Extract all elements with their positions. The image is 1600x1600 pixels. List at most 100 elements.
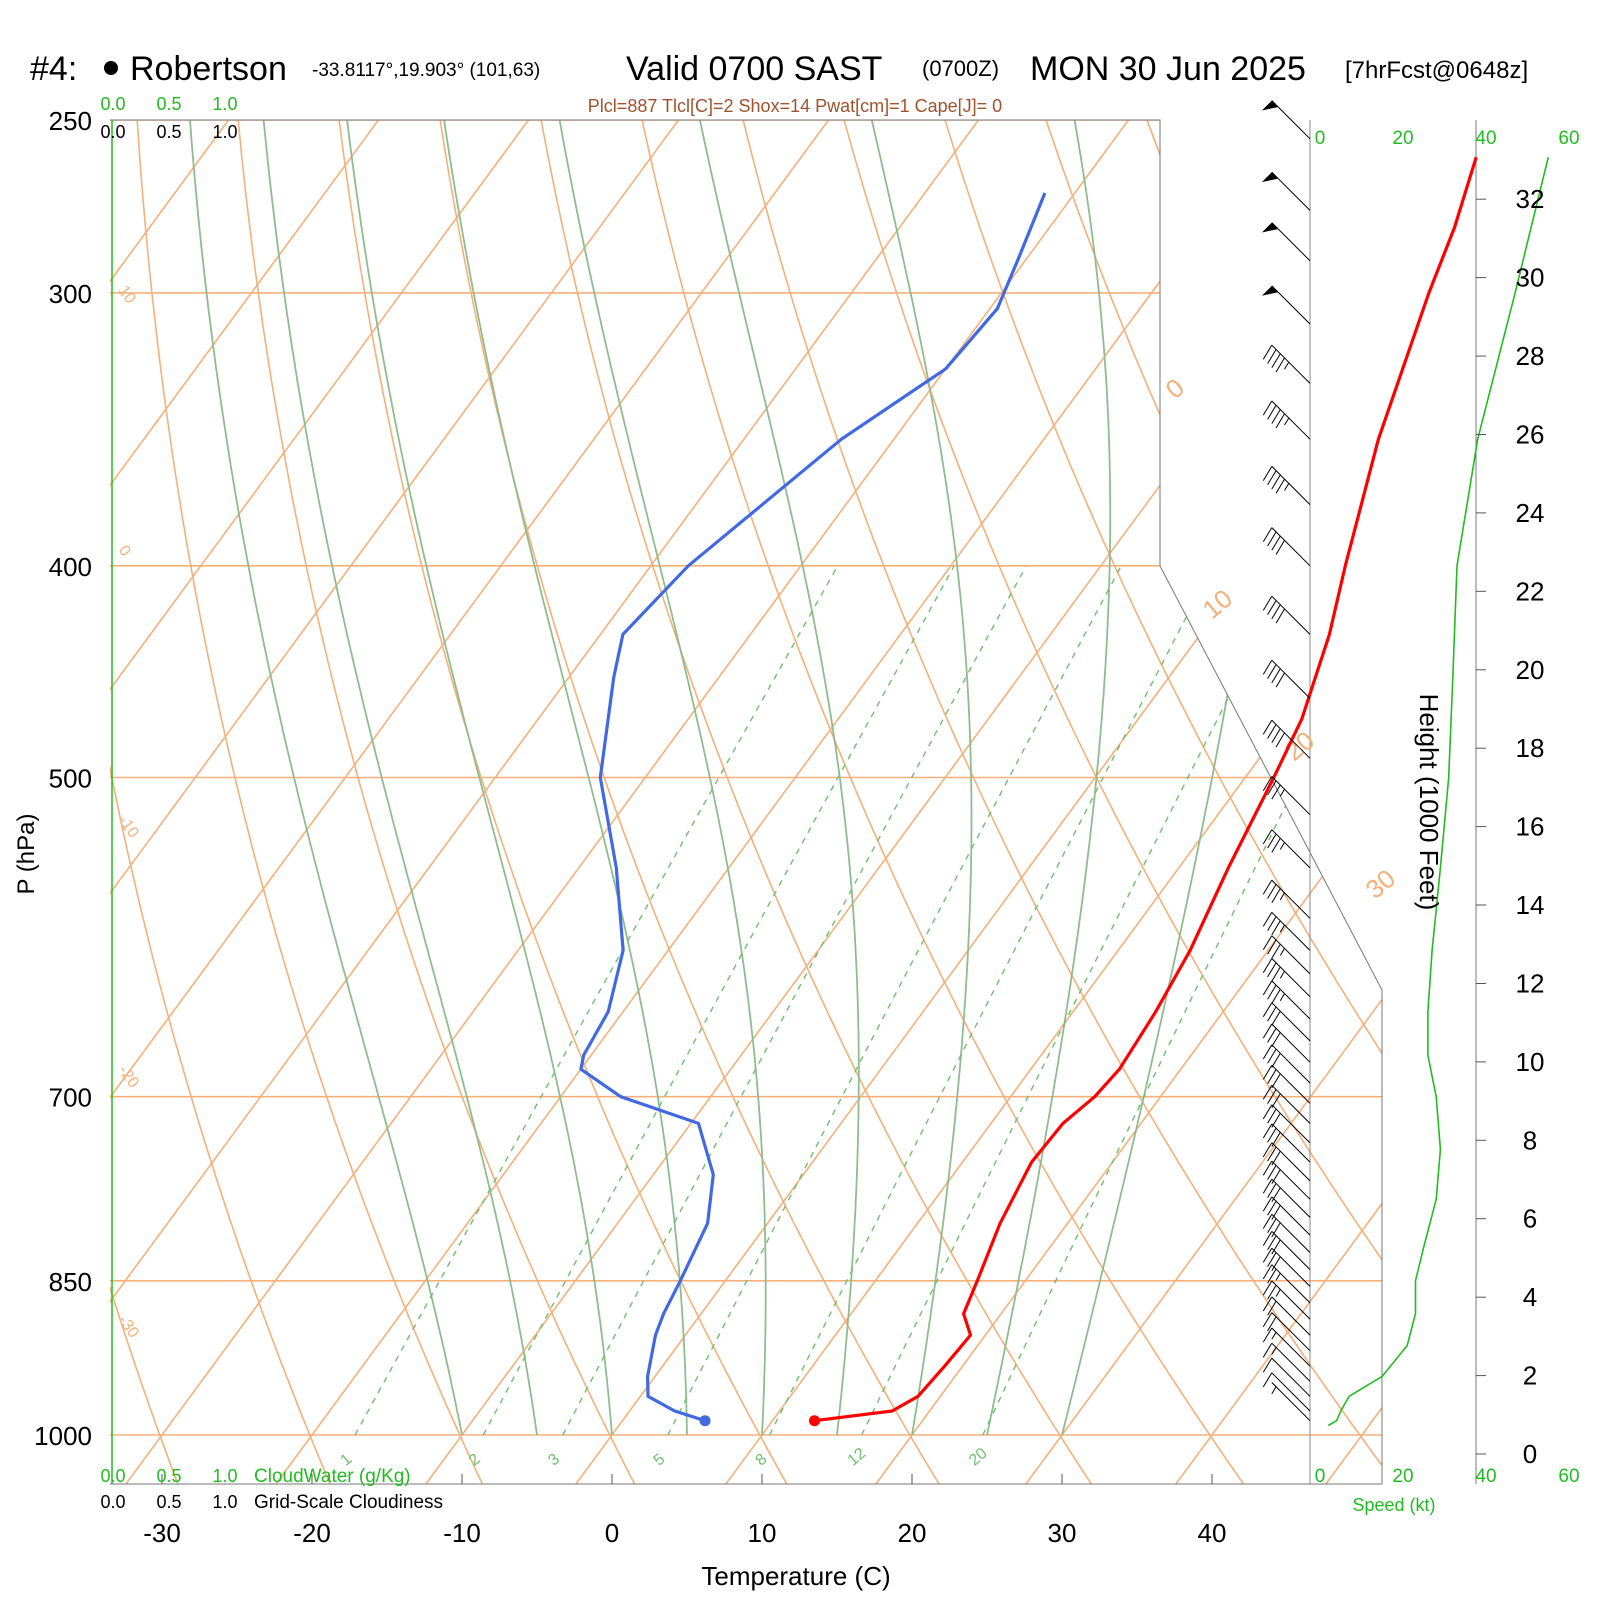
valid-date: MON 30 Jun 2025 (1030, 50, 1306, 88)
temperature-profile-line (814, 156, 1478, 1423)
dry-adiabat-line (1532, 81, 1600, 1525)
wind-barbs (1261, 100, 1311, 1422)
dry-adiabat-line (110, 120, 195, 1484)
dry-adiabat-label: 30 (1360, 863, 1401, 905)
plot-frame (110, 119, 1383, 1484)
height-tick-label: 18 (1516, 733, 1545, 763)
wind-barb (1262, 1372, 1311, 1412)
wind-barb (1262, 935, 1311, 975)
height-tick-label: 32 (1516, 184, 1545, 214)
pressure-tick-label: 700 (49, 1083, 92, 1113)
wind-barb (1262, 344, 1311, 384)
mixing-ratio-label: 3 (545, 1451, 563, 1470)
wind-barb (1262, 1196, 1311, 1236)
pressure-tick-label: 500 (49, 764, 92, 794)
wind-barb (1262, 1247, 1311, 1287)
station-dot-icon (104, 61, 118, 75)
wind-barb (1262, 829, 1311, 869)
wind-barb (1262, 1264, 1311, 1304)
mixing-ratio-line (860, 565, 1297, 1436)
dry-adiabat-line (633, 120, 1274, 1484)
wind-speed-profile (1327, 157, 1550, 1427)
wind-barb (1262, 1160, 1311, 1200)
station-name: Robertson (130, 50, 287, 88)
dewpoint-profile-line (579, 192, 1047, 1423)
isotherm-line (110, 120, 1135, 1484)
station-coords: -33.8117°,19.903° (101,63) (312, 60, 540, 81)
height-tick-label: 4 (1523, 1282, 1537, 1312)
cloudiness-tick-label-top: 1.0 (212, 122, 237, 142)
wind-barb (1262, 659, 1311, 699)
moist-adiabat-line (346, 120, 613, 1436)
temperature-tick-label: 10 (748, 1518, 777, 1548)
speed-axis-title: Speed (kt) (1352, 1495, 1435, 1515)
dry-adiabat-label: 0 (1160, 372, 1190, 404)
wind-barb (1262, 1280, 1311, 1320)
dry-adiabat-line (110, 120, 349, 1484)
moist-adiabat-line (699, 120, 860, 1436)
height-tick-label: 12 (1516, 969, 1545, 999)
wind-barb (1262, 1231, 1311, 1270)
valid-time: Valid 0700 SAST (626, 50, 882, 88)
dry-adiabat-label: 10 (115, 283, 139, 307)
isotherm-line (844, 120, 1382, 1484)
dry-adiabat-label: 20 (1279, 725, 1320, 767)
dry-adiabat-line (233, 120, 657, 1484)
mixing-ratio-label: 5 (651, 1451, 669, 1470)
temperature-tick-label: -20 (293, 1518, 331, 1548)
moist-adiabat-line (870, 120, 973, 1436)
mixing-ratio-label: 8 (753, 1451, 771, 1470)
moist-adiabat-line (262, 120, 538, 1436)
temperature-tick-label: 40 (1198, 1518, 1227, 1548)
wind-barb (1262, 466, 1311, 505)
wind-barb (1262, 1002, 1311, 1042)
dry-adiabat-line (1032, 120, 1382, 1484)
mixing-ratio-label: 20 (966, 1445, 991, 1470)
isotherm-line (110, 120, 535, 1484)
mixing-ratio-line (562, 565, 1027, 1436)
cloudwater-tick-label-top: 1.0 (212, 94, 237, 114)
isotherm-line (1144, 120, 1382, 1484)
dry-adiabat-line (0, 81, 40, 1525)
height-tick-label: 2 (1523, 1361, 1537, 1391)
height-tick-label: 30 (1516, 263, 1545, 293)
wind-barb (1262, 1342, 1311, 1382)
dry-adiabat-line (1433, 81, 1600, 1525)
dry-adiabat-line (333, 120, 812, 1484)
station-id: #4: (30, 50, 77, 88)
cloudiness-tick-label-bottom: 0.0 (100, 1492, 125, 1512)
mixing-ratio-line (667, 565, 1122, 1436)
wind-barb (1262, 1312, 1311, 1352)
wind-barb (1262, 1064, 1311, 1104)
wind-barb (1261, 100, 1311, 140)
height-tick-label: 20 (1516, 655, 1545, 685)
mixing-ratio-line (982, 565, 1382, 1436)
isotherm-line (110, 120, 985, 1484)
cloudiness-tick-label-bottom: 0.5 (156, 1492, 181, 1512)
height-tick-label: 14 (1516, 890, 1545, 920)
dry-adiabat-line (533, 120, 1120, 1484)
moist-adiabat-line (189, 120, 463, 1436)
height-tick-label: 22 (1516, 576, 1545, 606)
dry-adiabat-line (932, 120, 1382, 1484)
wind-barb (1262, 719, 1311, 759)
wind-barb (1262, 1084, 1311, 1124)
height-tick-label: 8 (1523, 1125, 1537, 1155)
wind-barb (1262, 1023, 1311, 1063)
forecast-info: [7hrFcst@0648z] (1345, 57, 1528, 84)
isotherm-line (544, 120, 1382, 1484)
speed-tick-label-top: 60 (1558, 128, 1579, 149)
dry-adiabat-line (1331, 120, 1382, 1484)
wind-barb (1262, 911, 1311, 951)
pressure-tick-label: 250 (49, 106, 92, 136)
wind-barb (1262, 1296, 1311, 1336)
height-tick-label: 10 (1516, 1047, 1545, 1077)
isotherm-line (110, 120, 385, 1484)
wind-barb (1262, 400, 1311, 440)
wind-barb (1271, 1382, 1311, 1422)
pressure-tick-label: 1000 (34, 1421, 92, 1451)
isotherm-line (110, 120, 835, 1484)
cloudwater-tick-label-bottom: 0.5 (156, 1466, 181, 1486)
